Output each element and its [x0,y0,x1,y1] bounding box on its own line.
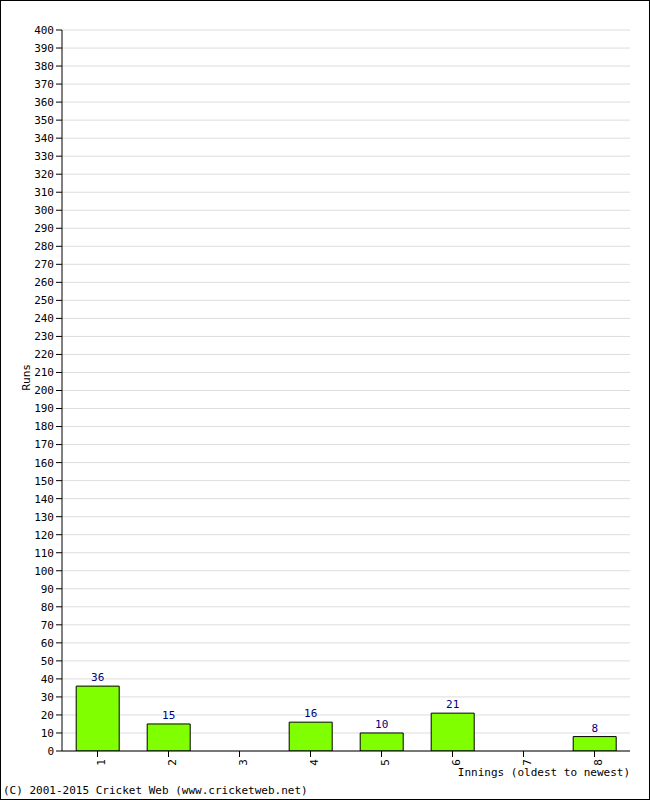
svg-text:360: 360 [34,96,54,109]
svg-text:70: 70 [41,619,54,632]
html-text:Innings (oldest to newest): Innings (oldest to newest) [457,766,630,779]
svg-text:300: 300 [34,204,54,217]
html-text:(C) 2001-2015 Cricket Web (www: (C) 2001-2015 Cricket Web (www.cricketwe… [3,784,308,797]
svg-text:400: 400 [34,24,54,37]
svg-text:160: 160 [34,457,54,470]
svg-text:370: 370 [34,78,54,91]
svg-text:5: 5 [379,759,392,766]
svg-text:210: 210 [34,366,54,379]
svg-text:130: 130 [34,511,54,524]
svg-text:120: 120 [34,529,54,542]
svg-text:310: 310 [34,186,54,199]
svg-text:8: 8 [592,759,605,766]
svg-text:90: 90 [41,583,54,596]
svg-text:2: 2 [166,759,179,766]
svg-text:Runs: Runs [20,364,33,391]
svg-text:270: 270 [34,258,54,271]
svg-text:30: 30 [41,691,54,704]
svg-text:80: 80 [41,601,54,614]
svg-text:260: 260 [34,276,54,289]
svg-text:16: 16 [304,707,317,720]
svg-text:10: 10 [41,727,54,740]
svg-text:390: 390 [34,42,54,55]
svg-text:350: 350 [34,114,54,127]
svg-text:280: 280 [34,240,54,253]
svg-text:20: 20 [41,709,54,722]
svg-text:380: 380 [34,60,54,73]
svg-text:40: 40 [41,673,54,686]
svg-text:0: 0 [47,745,54,758]
svg-text:100: 100 [34,565,54,578]
svg-text:3: 3 [237,759,250,766]
svg-text:230: 230 [34,330,54,343]
svg-text:330: 330 [34,150,54,163]
svg-text:340: 340 [34,132,54,145]
svg-text:50: 50 [41,655,54,668]
svg-text:190: 190 [34,402,54,415]
svg-text:220: 220 [34,348,54,361]
svg-text:150: 150 [34,475,54,488]
svg-text:4: 4 [308,759,321,766]
svg-text:21: 21 [446,698,459,711]
svg-text:6: 6 [450,759,463,766]
svg-text:180: 180 [34,420,54,433]
svg-text:290: 290 [34,222,54,235]
svg-text:8: 8 [591,722,598,735]
svg-text:1: 1 [95,759,108,766]
svg-text:7: 7 [521,759,534,766]
svg-text:140: 140 [34,493,54,506]
svg-text:36: 36 [91,671,104,684]
svg-text:60: 60 [41,637,54,650]
svg-text:320: 320 [34,168,54,181]
svg-text:250: 250 [34,294,54,307]
svg-text:110: 110 [34,547,54,560]
svg-text:170: 170 [34,438,54,451]
svg-text:10: 10 [375,718,388,731]
svg-text:240: 240 [34,312,54,325]
svg-text:200: 200 [34,384,54,397]
svg-text:15: 15 [162,709,175,722]
